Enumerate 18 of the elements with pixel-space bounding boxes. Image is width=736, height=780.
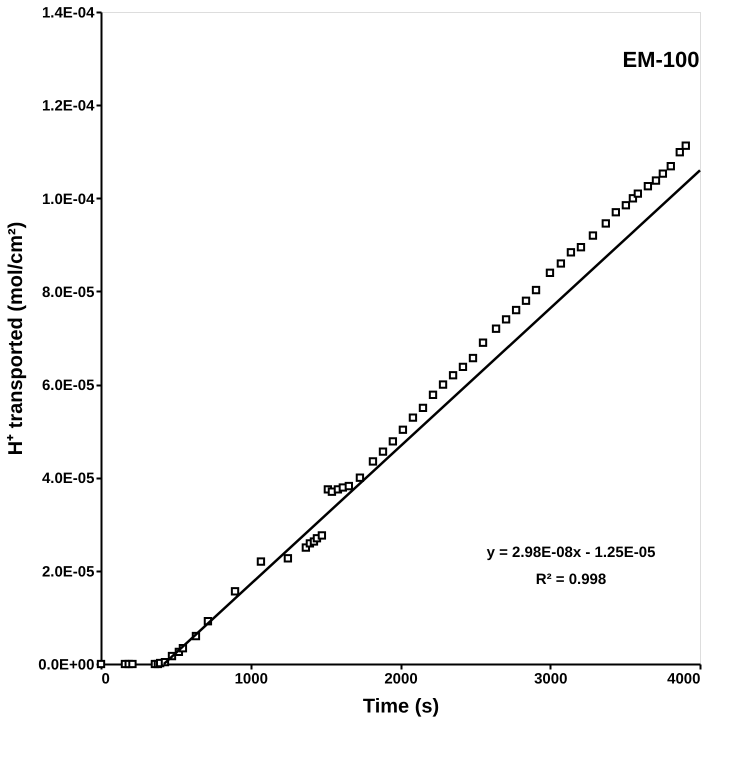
y-tick-label: 1.0E-04 — [42, 190, 96, 208]
annotation: y = 2.98E-08x - 1.25E-05 — [486, 544, 656, 561]
y-tick-label: 8.0E-05 — [42, 284, 94, 301]
annotation: EM-100 — [622, 47, 700, 72]
x-tick-label: 3000 — [534, 670, 568, 688]
y-tick-label: 2.0E-05 — [42, 563, 94, 580]
x-tick-label: 4000 — [667, 670, 700, 688]
x-tick-label: 0 — [102, 670, 110, 688]
y-axis-title: H⁺ transported (mol/cm²) — [5, 222, 28, 456]
x-axis-title: Time (s) — [362, 696, 440, 718]
x-tick-label: 1000 — [234, 670, 268, 688]
y-tick-label: 1.4E-04 — [42, 4, 96, 22]
y-tick-label: 0.0E+00 — [38, 656, 94, 674]
x-tick-label: 2000 — [384, 670, 418, 688]
y-tick-label: 6.0E-05 — [42, 377, 94, 394]
y-tick-label: 4.0E-05 — [42, 470, 94, 488]
annotation: R² = 0.998 — [536, 571, 606, 588]
y-tick-label: 1.2E-04 — [42, 98, 96, 115]
